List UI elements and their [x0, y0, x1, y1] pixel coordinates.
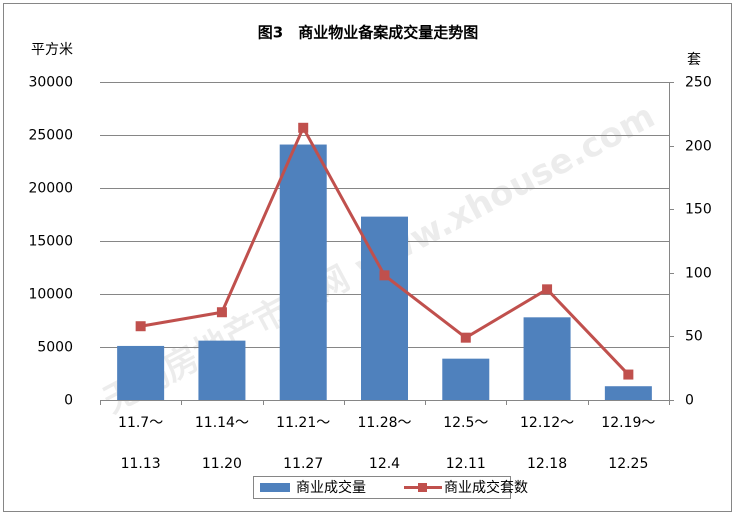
x-tick-label: 12.18 [527, 456, 567, 472]
legend-label: 商业成交量 [296, 479, 366, 496]
chart-title: 图3 商业物业备案成交量走势图 [258, 24, 478, 42]
y2-tick-label: 100 [685, 266, 712, 282]
line-marker [298, 122, 309, 133]
x-tick-label: 11.13 [121, 456, 161, 472]
line-marker [216, 307, 227, 318]
bar [198, 340, 246, 400]
bar [279, 144, 327, 400]
x-tick-label: 12.4 [369, 456, 400, 472]
y2-tick-label: 0 [685, 393, 694, 409]
y-tick-label: 5000 [37, 340, 73, 356]
line-marker [623, 369, 634, 380]
legend-box [253, 476, 511, 499]
x-tick-label: 11.14～ [195, 415, 249, 431]
y-tick-label: 10000 [28, 287, 73, 303]
legend-swatch [260, 483, 290, 492]
x-tick-label: 11.7～ [118, 415, 163, 431]
x-tick-label: 11.21～ [276, 415, 330, 431]
y-tick-label: 0 [64, 393, 73, 409]
x-tick-label: 11.20 [202, 456, 242, 472]
y-tick-label: 15000 [28, 234, 73, 250]
y2-axis-label: 套 [687, 52, 701, 68]
y2-tick-label: 200 [685, 139, 712, 155]
legend-label: 商业成交套数 [444, 479, 528, 496]
x-tick-label: 12.5～ [443, 415, 488, 431]
y-tick-label: 25000 [28, 128, 73, 144]
line-marker [135, 321, 146, 332]
legend-swatch [418, 483, 427, 492]
x-tick-label: 12.25 [608, 456, 648, 472]
line-marker [460, 332, 471, 343]
x-tick-label: 11.28～ [357, 415, 411, 431]
bar [442, 358, 490, 400]
bar [604, 386, 652, 400]
x-tick-label: 12.12～ [520, 415, 574, 431]
y-tick-label: 20000 [28, 181, 73, 197]
y2-tick-label: 150 [685, 202, 712, 218]
line-marker [542, 284, 553, 295]
y2-tick-label: 50 [685, 329, 703, 345]
bar [117, 345, 165, 400]
bar [523, 317, 571, 400]
y2-tick-label: 250 [685, 75, 712, 91]
y-axis-label: 平方米 [31, 42, 73, 58]
line-marker [379, 270, 390, 281]
y-tick-label: 30000 [28, 75, 73, 91]
x-tick-label: 12.19～ [601, 415, 655, 431]
x-tick-label: 12.11 [446, 456, 486, 472]
x-tick-label: 11.27 [283, 456, 323, 472]
